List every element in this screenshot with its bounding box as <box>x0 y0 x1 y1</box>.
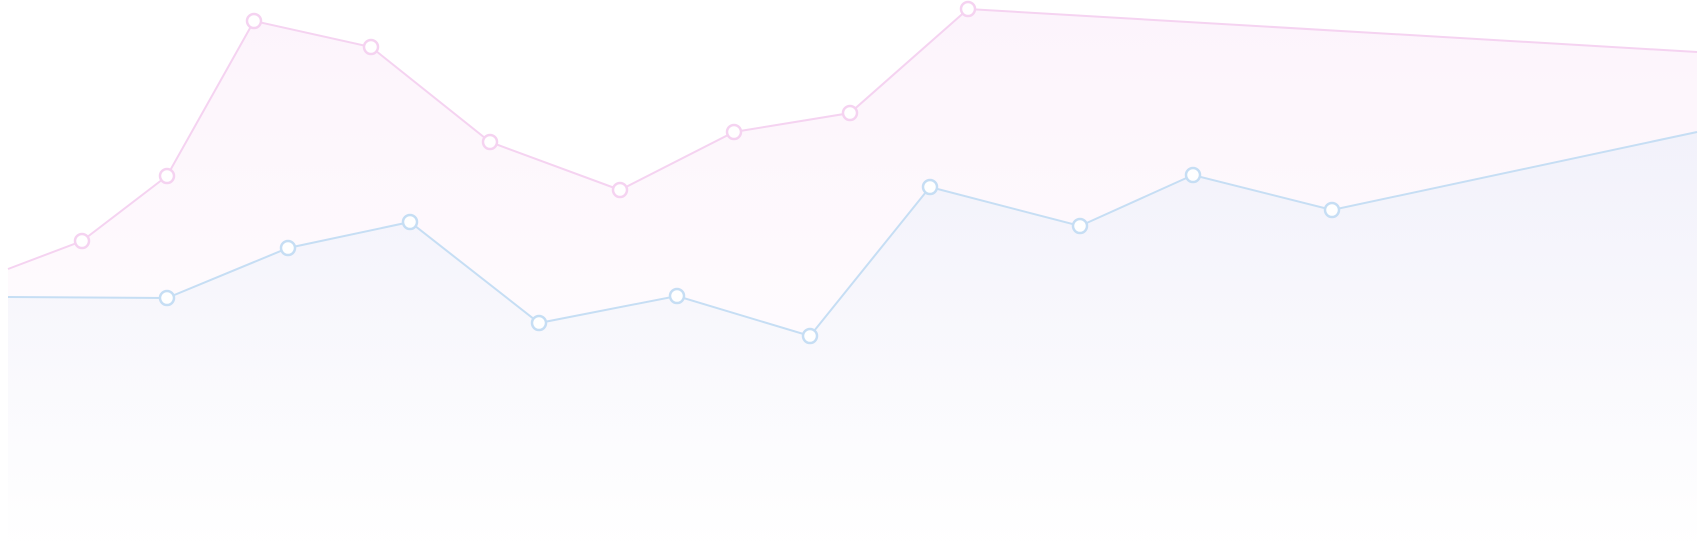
point <box>401 213 419 231</box>
point <box>1071 217 1089 235</box>
area <box>8 132 1697 545</box>
point <box>158 289 176 307</box>
point <box>801 327 819 345</box>
point <box>245 12 263 30</box>
point <box>530 314 548 332</box>
point <box>279 239 297 257</box>
point <box>73 232 91 250</box>
point <box>959 0 977 18</box>
point <box>841 104 859 122</box>
point <box>668 287 686 305</box>
point <box>1323 201 1341 219</box>
line <box>7 131 1698 338</box>
point <box>158 167 176 185</box>
point <box>1184 166 1202 184</box>
point <box>921 178 939 196</box>
point <box>611 181 629 199</box>
point <box>362 38 380 56</box>
point <box>725 123 743 141</box>
point <box>481 133 499 151</box>
